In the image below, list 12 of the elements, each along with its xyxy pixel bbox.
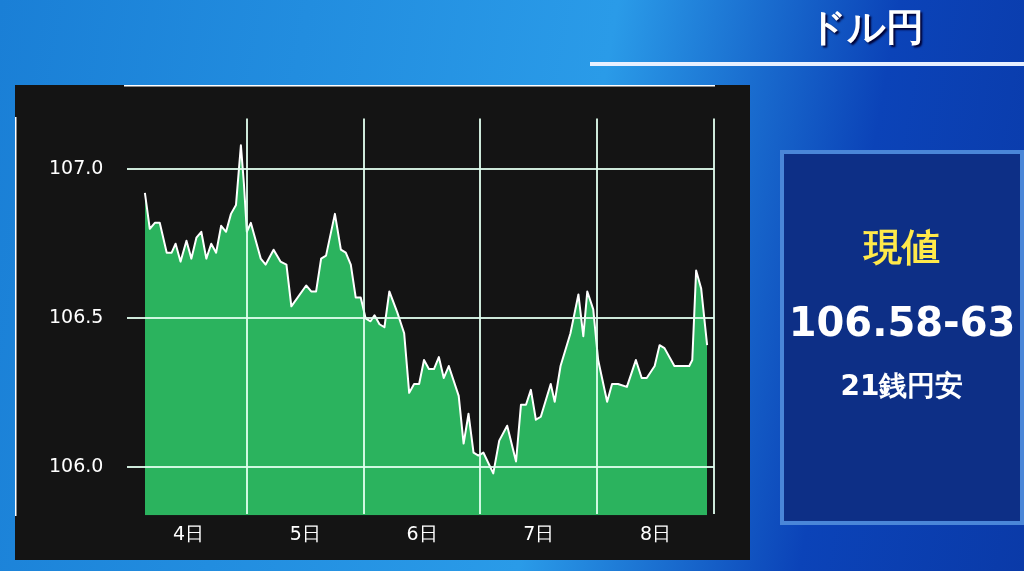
- text: ドル円: [808, 4, 924, 51]
- text: 106.58-63: [787, 299, 1017, 345]
- x-tick-label: 7日: [523, 521, 555, 544]
- x-tick-label: 4日: [172, 521, 204, 544]
- x-tick-label: 8日: [640, 521, 672, 544]
- y-tick-label: 106.0: [48, 454, 104, 477]
- y-tick-label: 107.0: [48, 156, 104, 179]
- x-tick-label: 5日: [289, 521, 321, 544]
- text: 21銭円安: [839, 368, 965, 404]
- y-tick-label: 106.5: [48, 305, 104, 328]
- x-tick-label: 6日: [406, 521, 438, 544]
- text: 現値: [862, 224, 941, 271]
